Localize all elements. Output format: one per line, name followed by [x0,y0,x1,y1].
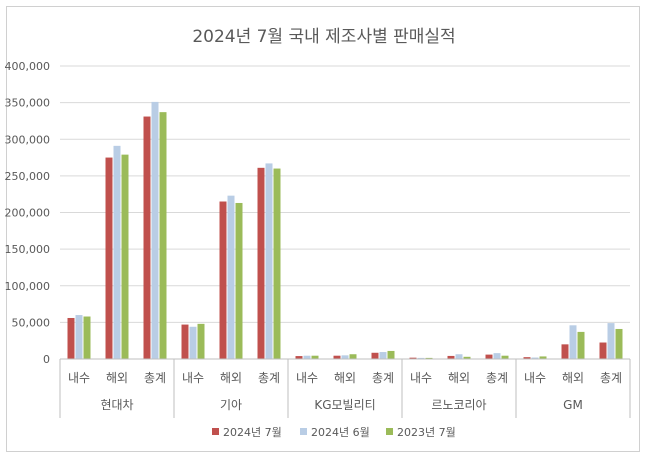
bar [561,344,569,359]
x-group-label: KG모빌리티 [314,398,375,412]
x-subcategory-label: 총계 [258,371,280,385]
bar [447,355,455,359]
legend-label: 2023년 7월 [397,426,456,439]
x-subcategory-label: 총계 [600,371,622,385]
x-subcategory-label: 총계 [486,371,508,385]
bar [83,316,91,359]
y-tick-label: 250,000 [5,170,51,183]
bar [265,163,273,359]
y-tick-label: 0 [43,353,50,366]
y-tick-label: 300,000 [5,133,51,146]
x-subcategory-label: 해외 [334,371,356,385]
y-tick-label: 200,000 [5,207,51,220]
x-subcategory-label: 해외 [106,371,128,385]
legend-label: 2024년 7월 [223,426,282,439]
bar [425,357,433,359]
bar [577,331,585,359]
bar [105,157,113,359]
bar [295,356,303,359]
bar [409,357,417,359]
bar [615,328,623,359]
y-tick-label: 50,000 [12,316,51,329]
bar [607,323,615,359]
x-subcategory-label: 총계 [144,371,166,385]
bar [349,354,357,359]
bar [379,352,387,359]
x-subcategory-label: 내수 [182,371,204,385]
x-subcategory-label: 해외 [562,371,584,385]
x-group-label: 현대차 [100,398,133,412]
bar [463,356,471,359]
bar [219,201,227,359]
bar [569,325,577,359]
legend-swatch [386,428,393,435]
chart-title: 2024년 7월 국내 제조사별 판매실적 [192,27,455,47]
x-group-label: GM [563,398,583,412]
bar [151,101,159,359]
y-tick-label: 400,000 [5,60,51,73]
bar [227,195,235,359]
legend-label: 2024년 6월 [311,426,370,439]
bar [417,357,425,359]
bar [67,317,75,359]
x-group-label: 르노코리아 [431,398,486,412]
bar [113,145,121,359]
bar [273,168,281,359]
x-subcategory-label: 내수 [68,371,90,385]
bar [387,350,395,359]
x-subcategory-label: 해외 [448,371,470,385]
bar [485,354,493,359]
bar [371,352,379,359]
x-subcategory-label: 내수 [296,371,318,385]
bar [303,355,311,359]
bar [257,167,265,359]
bar [493,353,501,359]
legend-swatch [212,428,219,435]
bars [67,101,623,360]
bar [143,116,151,359]
legend: 2024년 7월 2024년 6월 2023년 7월 [212,426,456,439]
bar [235,202,243,359]
bar [311,355,319,359]
bar [341,355,349,359]
bar [539,356,547,359]
legend-swatch [300,428,307,435]
bar [181,324,189,359]
x-group-label: 기아 [220,398,242,412]
x-subcategory-label: 해외 [220,371,242,385]
bar [159,112,167,360]
bar [121,154,129,359]
y-tick-label: 100,000 [5,280,51,293]
bar [599,342,607,359]
bar [531,357,539,359]
bar [523,357,531,359]
y-axis-ticks: 0 50,000 100,000 150,000 200,000 250,000 300,0… [5,60,51,366]
bar [75,315,83,359]
bar [455,354,463,359]
x-subcategory-label: 내수 [410,371,432,385]
y-tick-label: 350,000 [5,97,51,110]
bar [197,323,205,359]
x-subcategory-label: 총계 [372,371,394,385]
bar [333,355,341,359]
x-subcategory-label: 내수 [524,371,546,385]
y-tick-label: 150,000 [5,243,51,256]
bar [501,355,509,359]
bar [189,326,197,359]
